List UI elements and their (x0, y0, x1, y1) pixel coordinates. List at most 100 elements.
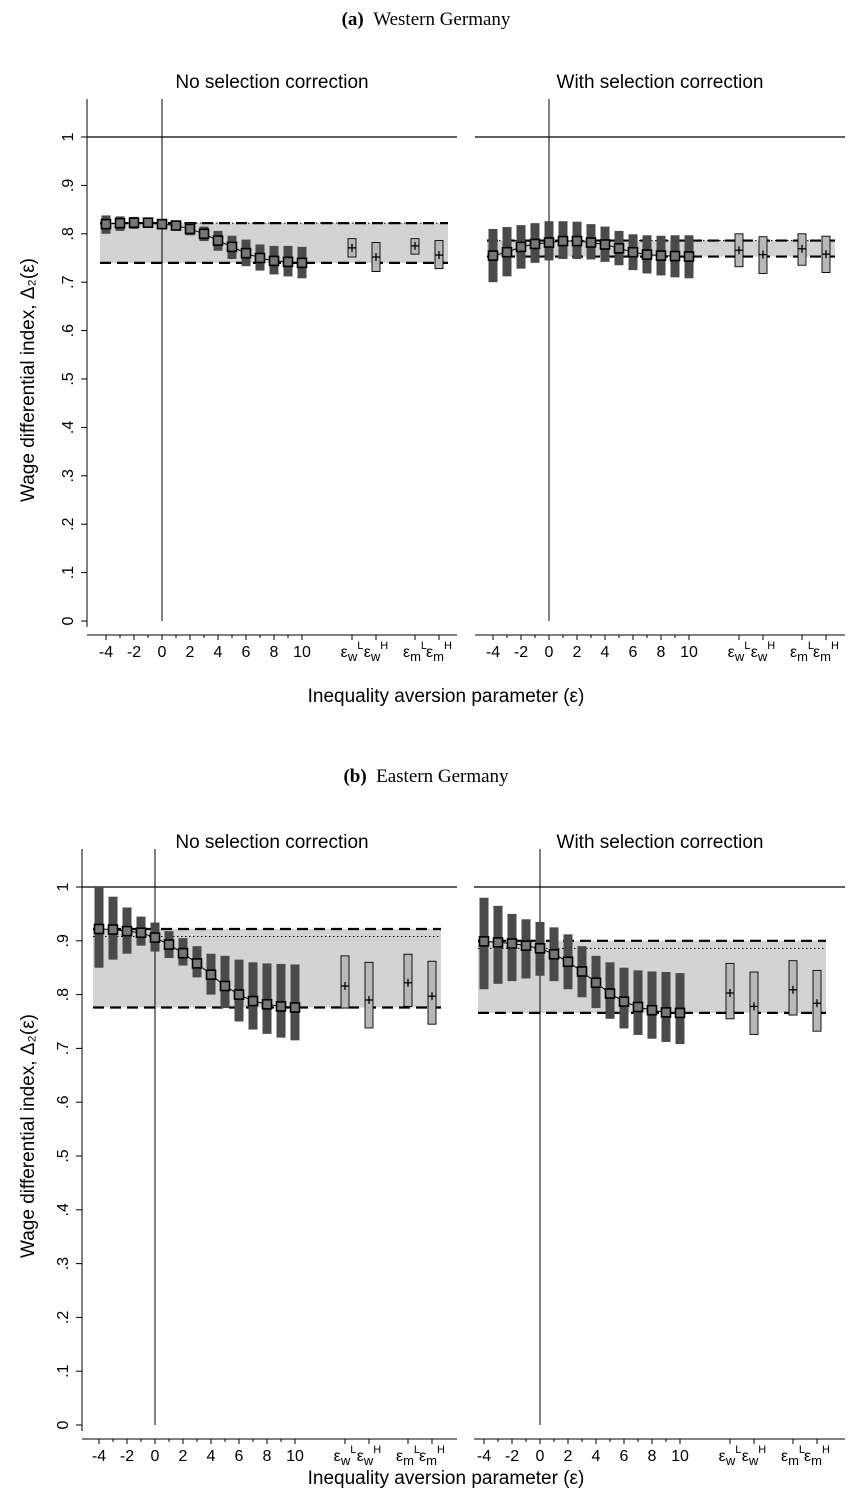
estimate-marker-a-right-10 (627, 246, 639, 258)
estimate-marker-a-right-5 (557, 235, 569, 247)
x-bound-label-b-right-2: εmL (781, 1444, 805, 1468)
x-tick-label-a-left-0: -4 (99, 644, 113, 661)
x-tick-label-b-right-5: 6 (620, 1448, 629, 1465)
estimate-marker-b-left-6 (177, 947, 189, 959)
estimate-marker-a-left-6 (184, 223, 196, 235)
estimate-marker-b-right-13 (660, 1007, 672, 1018)
x-bound-label-a-right-3-text: εmH (813, 640, 839, 664)
y-tick-label-a-left-10: 1 (60, 132, 77, 141)
estimate-marker-b-left-10 (233, 989, 245, 1000)
estimate-marker-a-right-7 (585, 237, 597, 248)
estimate-marker-b-right-10 (618, 996, 630, 1007)
x-tick-label-a-right-3: 2 (573, 644, 582, 661)
x-bound-label-a-left-3: εmH (426, 640, 452, 664)
x-tick-label-a-left-5: 6 (242, 644, 251, 661)
estimate-marker-b-left-13 (275, 1001, 287, 1012)
estimate-marker-b-right-2 (506, 938, 518, 949)
y-tick-label-b-left-10: 1 (55, 882, 72, 891)
estimate-marker-a-right-3 (529, 238, 541, 250)
estimate-marker-a-right-12 (655, 250, 667, 261)
y-tick-label-a-left-3: .3 (60, 469, 77, 482)
subplot-title-b-right: With selection correction (557, 832, 764, 853)
x-tick-label-b-left-3: 2 (179, 1448, 188, 1465)
y-tick-label-b-left-8: .8 (55, 988, 72, 1001)
estimate-marker-b-right-12 (646, 1004, 658, 1016)
x-tick-label-a-right-1: -2 (514, 644, 528, 661)
x-bound-label-a-left-0: εwL (341, 640, 364, 664)
x-axis-label-b: Inequality aversion parameter (ε) (308, 1468, 585, 1489)
x-tick-label-b-left-6: 8 (263, 1448, 272, 1465)
x-tick-label-b-right-6: 8 (648, 1448, 657, 1465)
estimate-marker-a-right-13 (669, 250, 681, 262)
estimate-marker-b-right-9 (604, 988, 616, 999)
x-tick-label-a-right-7: 10 (680, 644, 698, 661)
estimate-marker-a-left-14 (296, 257, 308, 269)
y-tick-label-a-left-4: .4 (60, 421, 77, 434)
y-tick-label-a-left-5: .5 (60, 372, 77, 385)
estimate-marker-b-right-14 (674, 1007, 686, 1019)
estimate-marker-a-right-9 (613, 243, 625, 254)
x-tick-label-a-left-3: 2 (186, 644, 195, 661)
x-bound-label-a-left-2-text: εmL (403, 640, 427, 664)
x-tick-label-b-right-1: -2 (505, 1448, 519, 1465)
x-bound-label-a-left-2: εmL (403, 640, 427, 664)
estimate-marker-a-left-1 (114, 217, 126, 229)
panel-b-title: Eastern Germany (376, 766, 509, 787)
y-tick-label-b-left-9: .9 (55, 934, 72, 947)
y-tick-label-a-left-9: .9 (60, 179, 77, 192)
x-bound-label-a-left-1: εwH (364, 640, 389, 664)
estimate-marker-a-right-14 (683, 251, 695, 262)
panel-a-caption: (a) Western Germany (342, 9, 511, 30)
estimate-marker-a-right-1 (501, 246, 513, 258)
x-tick-label-b-right-0: -4 (477, 1448, 491, 1465)
x-tick-label-a-left-4: 4 (214, 644, 223, 661)
x-bound-label-b-right-0-text: εwL (719, 1444, 742, 1468)
y-tick-label-a-left-1: .1 (60, 566, 77, 579)
x-bound-label-b-left-3: εmH (419, 1444, 445, 1468)
y-tick-label-b-left-3: .3 (55, 1257, 72, 1270)
x-tick-label-a-left-1: -2 (127, 644, 141, 661)
subplot-title-b-left: No selection correction (175, 832, 368, 853)
estimate-marker-a-right-8 (599, 239, 611, 250)
ci-bar-b-right-13 (661, 972, 671, 1042)
y-tick-label-b-left-7: .7 (55, 1042, 72, 1055)
x-tick-label-a-right-2: 0 (545, 644, 554, 661)
y-tick-label-b-left-5: .5 (55, 1149, 72, 1162)
x-tick-label-a-right-0: -4 (486, 644, 500, 661)
estimate-marker-a-right-11 (641, 249, 653, 260)
subplot-title-a-left: No selection correction (175, 72, 368, 93)
x-bound-label-a-right-1: εwH (751, 640, 776, 664)
panel-a-letter: (a) (342, 9, 364, 30)
estimate-marker-b-right-8 (590, 977, 602, 989)
x-bound-label-b-right-3: εmH (804, 1444, 830, 1468)
y-axis-label-b: Wage differential index, Δ₂(ε) (18, 1014, 39, 1258)
x-bound-label-a-right-2-text: εmL (790, 640, 814, 664)
estimate-marker-a-left-13 (282, 256, 294, 268)
x-bound-label-a-left-3-text: εmH (426, 640, 452, 664)
estimate-marker-b-right-6 (562, 956, 574, 968)
x-bound-label-b-left-0-text: εwL (334, 1444, 357, 1468)
x-tick-label-b-left-7: 10 (286, 1448, 304, 1465)
x-tick-label-b-right-4: 4 (592, 1448, 601, 1465)
y-tick-label-a-left-2: .2 (60, 517, 77, 530)
y-tick-label-a-left-8: .8 (60, 227, 77, 240)
estimate-marker-a-left-0 (100, 218, 112, 230)
x-bound-label-a-left-0-text: εwL (341, 640, 364, 664)
y-tick-label-b-left-4: .4 (55, 1203, 72, 1216)
estimate-marker-a-left-4 (156, 218, 168, 230)
x-bound-label-b-left-1: εwH (357, 1444, 382, 1468)
y-tick-label-b-left-0: 0 (55, 1420, 72, 1429)
y-tick-label-a-left-6: .6 (60, 324, 77, 337)
x-bound-label-a-right-0-text: εwL (728, 640, 751, 664)
y-tick-label-b-left-1: .1 (55, 1364, 72, 1377)
panel-a-title: Western Germany (373, 9, 511, 30)
x-bound-label-a-right-3: εmH (813, 640, 839, 664)
x-tick-label-b-right-3: 2 (564, 1448, 573, 1465)
estimate-marker-b-right-0 (478, 936, 490, 947)
estimate-marker-b-left-8 (205, 969, 217, 980)
estimate-marker-a-left-11 (254, 252, 266, 264)
ci-bar-b-left-13 (276, 963, 286, 1038)
x-tick-label-b-left-4: 4 (207, 1448, 216, 1465)
